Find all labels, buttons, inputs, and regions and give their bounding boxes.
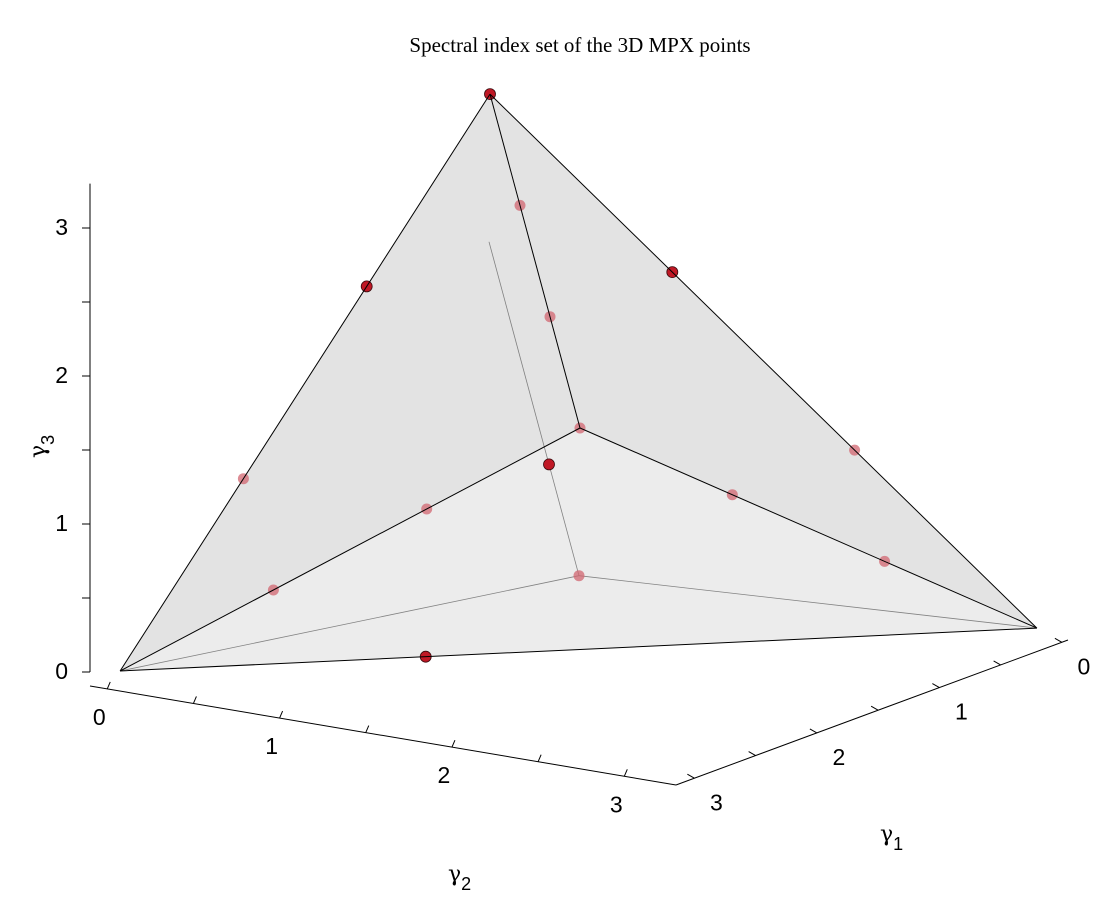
- simplex-edge-1: [579, 427, 1038, 629]
- simplex-face-3: [120, 94, 1037, 672]
- data-point-9: [543, 458, 555, 471]
- z-tick-label-2: 2: [55, 362, 68, 388]
- x-tick-label-3: 3: [710, 789, 723, 815]
- hidden-edge-2: [120, 575, 580, 672]
- y-tick-label-0: 0: [93, 704, 106, 730]
- x-axis-label: γ1: [880, 822, 903, 854]
- z-tick-label-0: 0: [55, 658, 68, 684]
- x-axis-tick-2: [932, 683, 940, 689]
- chart-title: Spectral index set of the 3D MPX points: [409, 33, 750, 57]
- y-axis-tick-0: [106, 681, 111, 690]
- y-axis-tick-4: [451, 739, 456, 748]
- z-tick-label-1: 1: [55, 510, 68, 536]
- y-tick-label-2: 2: [438, 762, 451, 788]
- simplex-edge-2: [119, 427, 581, 672]
- x-axis-line: [675, 639, 1069, 786]
- y-axis-line: [89, 685, 677, 786]
- data-point-14: [573, 570, 585, 582]
- simplex-edge-4: [489, 93, 1038, 629]
- x-tick-label-1: 1: [955, 699, 968, 725]
- y-axis-tick-3: [365, 725, 370, 733]
- x-tick-label-0: 0: [1077, 653, 1090, 679]
- y-tick-label-3: 3: [610, 791, 623, 817]
- x-axis-tick-5: [748, 751, 756, 756]
- hidden-edge-1: [578, 575, 1037, 629]
- y-axis-tick-1: [192, 696, 197, 704]
- x-axis-tick-3: [870, 705, 879, 711]
- z-tick-label-3: 3: [55, 214, 68, 240]
- simplex-edge-6: [120, 627, 1037, 672]
- hidden-edges: [120, 241, 1037, 672]
- simplex-edge-5: [119, 93, 491, 672]
- y-axis-tick-2: [279, 710, 284, 719]
- x-axis-tick-6: [687, 773, 695, 779]
- z-axis-label: γ3: [26, 435, 58, 458]
- x-tick-label-2: 2: [832, 744, 845, 770]
- hidden-edge-3: [488, 241, 580, 576]
- y-axis-tick-6: [623, 769, 628, 777]
- y-axis-label: γ2: [448, 862, 471, 894]
- simplex-edges: [119, 93, 1038, 672]
- x-axis-tick-0: [1054, 637, 1063, 643]
- axes: 0 1 2 3 γ3 0 1 2 3 γ2 0 1 2 3 γ1: [26, 183, 1090, 894]
- y-tick-label-1: 1: [265, 733, 278, 759]
- x-axis-tick-4: [809, 728, 818, 734]
- x-axis-tick-1: [993, 660, 1001, 666]
- y-axis-tick-5: [537, 754, 542, 762]
- simplex-edge-3: [489, 93, 581, 429]
